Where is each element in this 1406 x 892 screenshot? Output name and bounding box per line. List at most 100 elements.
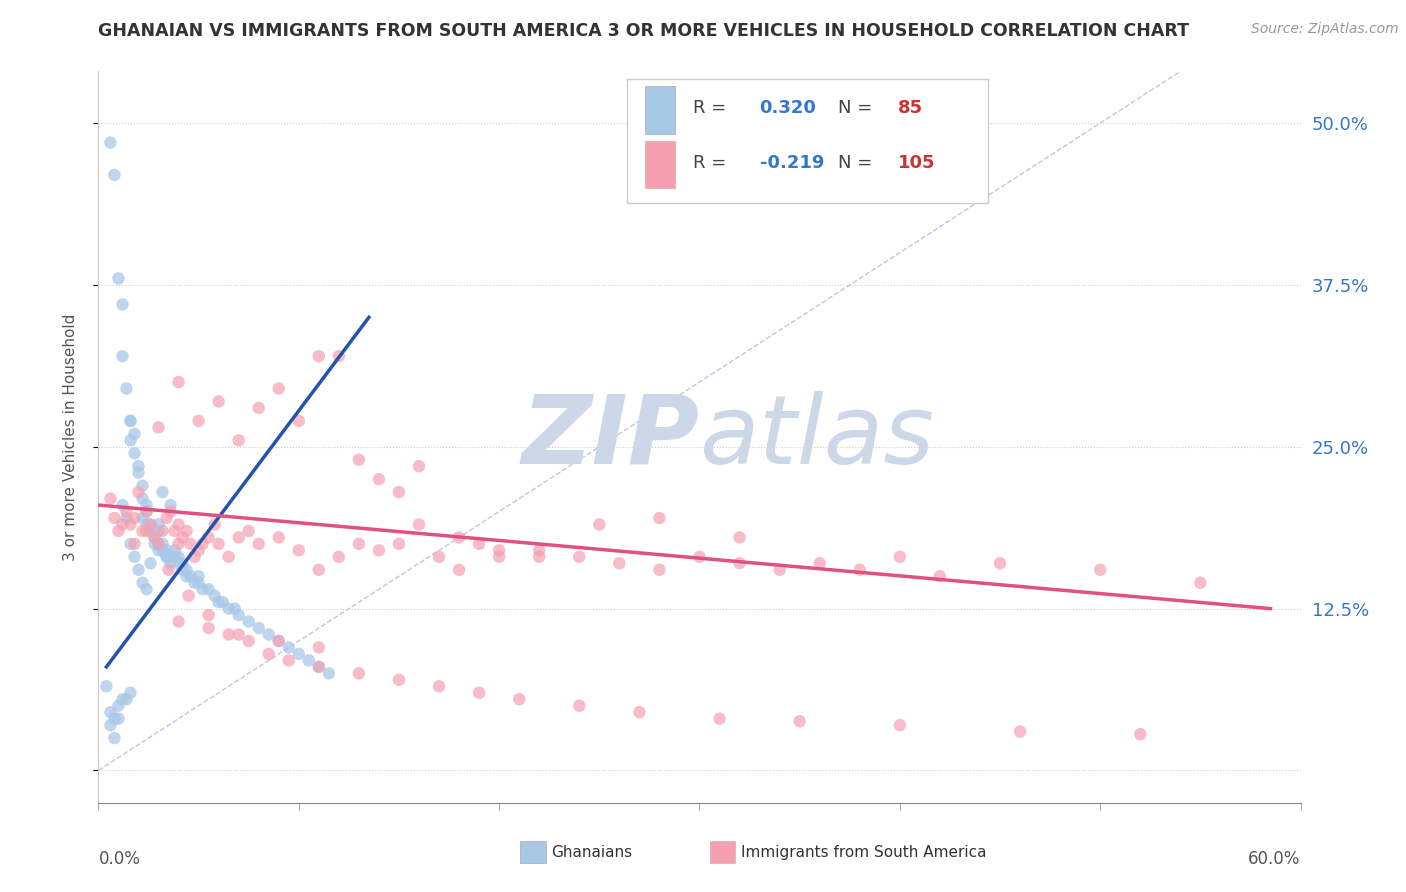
Point <box>135 524 157 538</box>
Point <box>808 557 831 571</box>
Point <box>103 712 125 726</box>
Point <box>288 647 311 661</box>
Point <box>368 543 391 558</box>
Point <box>100 718 122 732</box>
Point <box>115 692 138 706</box>
Point <box>288 543 311 558</box>
Text: Ghanaians: Ghanaians <box>551 846 633 860</box>
Point <box>328 349 350 363</box>
Text: GHANAIAN VS IMMIGRANTS FROM SOUTH AMERICA 3 OR MORE VEHICLES IN HOUSEHOLD CORREL: GHANAIAN VS IMMIGRANTS FROM SOUTH AMERIC… <box>98 22 1189 40</box>
Point <box>247 537 270 551</box>
Point <box>257 627 280 641</box>
Point <box>163 543 186 558</box>
Point <box>427 549 450 564</box>
Text: N =: N = <box>838 153 877 172</box>
Point <box>143 530 166 544</box>
Point <box>155 549 177 564</box>
Point <box>568 549 591 564</box>
Point <box>131 511 153 525</box>
Point <box>159 498 181 512</box>
Point <box>115 504 138 518</box>
Point <box>1010 724 1032 739</box>
Point <box>588 517 610 532</box>
Bar <box>645 141 675 188</box>
Point <box>143 530 166 544</box>
Text: Source: ZipAtlas.com: Source: ZipAtlas.com <box>1251 22 1399 37</box>
Point <box>488 549 510 564</box>
Point <box>988 557 1011 571</box>
Point <box>769 563 792 577</box>
Point <box>120 686 142 700</box>
Point <box>347 537 370 551</box>
Text: -0.219: -0.219 <box>759 153 824 172</box>
Point <box>124 511 146 525</box>
Point <box>308 660 330 674</box>
Point <box>183 549 205 564</box>
Point <box>889 718 911 732</box>
Point <box>139 517 162 532</box>
Point <box>609 557 631 571</box>
Point <box>135 504 157 518</box>
Y-axis label: 3 or more Vehicles in Household: 3 or more Vehicles in Household <box>63 313 77 561</box>
Point <box>929 569 952 583</box>
Point <box>167 517 190 532</box>
Point <box>191 582 214 597</box>
Text: 85: 85 <box>898 99 922 117</box>
Point <box>131 524 153 538</box>
Text: 0.320: 0.320 <box>759 99 817 117</box>
Point <box>238 615 260 629</box>
Point <box>120 414 142 428</box>
Point <box>508 692 530 706</box>
Point <box>167 615 190 629</box>
Point <box>689 549 711 564</box>
Point <box>1129 727 1152 741</box>
Point <box>139 557 162 571</box>
Point <box>408 459 430 474</box>
Point <box>111 517 134 532</box>
Point <box>1189 575 1212 590</box>
Point <box>529 549 551 564</box>
Point <box>172 557 194 571</box>
Point <box>648 511 671 525</box>
Point <box>197 608 219 623</box>
Point <box>191 537 214 551</box>
Point <box>155 543 177 558</box>
Point <box>148 543 170 558</box>
Point <box>107 712 129 726</box>
Point <box>155 549 177 564</box>
Point <box>128 563 150 577</box>
Point <box>176 563 198 577</box>
Point <box>100 491 122 506</box>
Point <box>267 530 290 544</box>
Point <box>197 530 219 544</box>
Point <box>177 589 200 603</box>
Point <box>143 537 166 551</box>
Point <box>238 524 260 538</box>
Point <box>889 549 911 564</box>
Point <box>135 517 157 532</box>
Point <box>1088 563 1111 577</box>
Point <box>204 589 226 603</box>
Point <box>152 537 174 551</box>
Point <box>159 504 181 518</box>
Point <box>157 563 180 577</box>
Point <box>728 557 751 571</box>
Text: Immigrants from South America: Immigrants from South America <box>741 846 987 860</box>
Point <box>488 543 510 558</box>
Point <box>124 426 146 441</box>
Point <box>789 714 811 729</box>
Point <box>152 485 174 500</box>
Point <box>131 575 153 590</box>
Point <box>211 595 233 609</box>
Point <box>208 595 231 609</box>
Point <box>308 349 330 363</box>
Point <box>218 549 240 564</box>
Point <box>308 640 330 655</box>
Text: 105: 105 <box>898 153 935 172</box>
Point <box>115 511 138 525</box>
Point <box>267 382 290 396</box>
Point <box>148 524 170 538</box>
Point <box>180 569 202 583</box>
Point <box>159 549 181 564</box>
Point <box>139 517 162 532</box>
